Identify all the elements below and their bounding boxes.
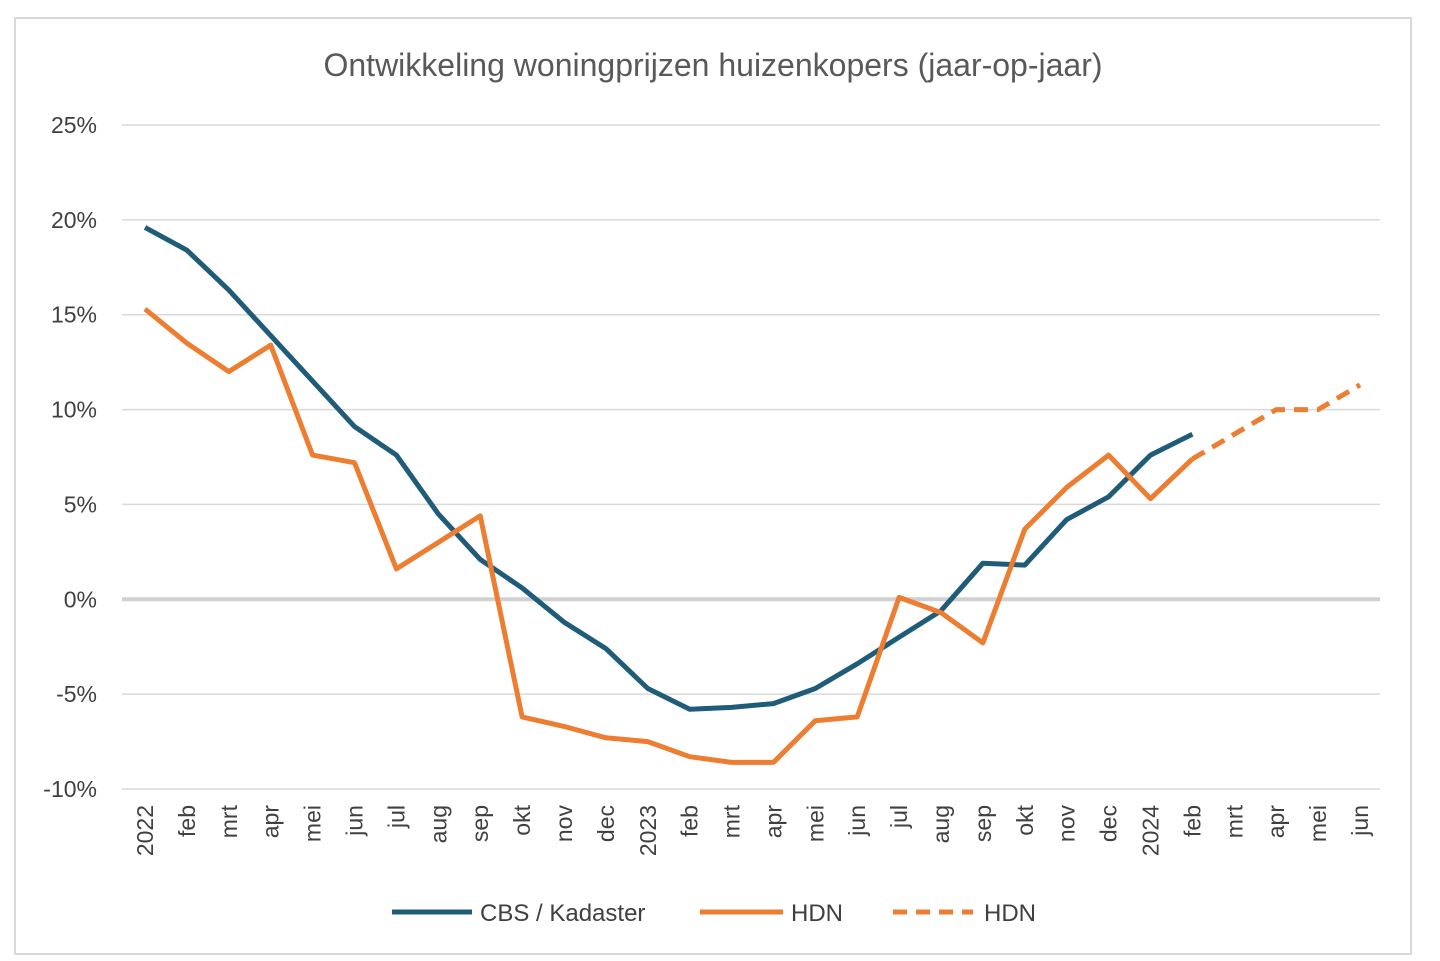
x-tick-label: dec (1096, 805, 1122, 842)
legend-label: HDN (791, 900, 843, 927)
legend-label: CBS / Kadaster (480, 900, 645, 927)
series-line-hdn (143, 307, 1195, 765)
chart-frame (14, 17, 1412, 955)
y-tick-label: 5% (64, 491, 97, 517)
x-tick-label: nov (551, 805, 577, 843)
y-tick-label: 15% (51, 302, 97, 328)
x-tick-label: feb (174, 805, 200, 837)
y-tick-label: 10% (51, 397, 97, 423)
x-tick-label: aug (425, 805, 451, 843)
x-tick-label: aug (928, 805, 954, 843)
x-tick-label: mei (802, 805, 828, 842)
x-tick-label: feb (1179, 805, 1205, 837)
x-tick-label: feb (677, 805, 703, 837)
x-tick-label: 2022 (132, 805, 158, 856)
gridlines (122, 124, 1380, 790)
series-line-cbs-kadaster (143, 225, 1194, 712)
y-tick-label: 0% (64, 586, 97, 612)
x-tick-label: jul (383, 805, 409, 829)
x-tick-label: nov (1054, 805, 1080, 843)
x-tick-label: mrt (719, 804, 745, 838)
x-tick-label: apr (258, 805, 284, 839)
x-tick-label: mei (1305, 805, 1331, 842)
x-tick-label: mei (300, 805, 326, 842)
y-tick-label: -5% (56, 681, 97, 707)
legend: CBS / Kadaster HDN HDN (392, 900, 1036, 927)
y-tick-label: 25% (51, 112, 97, 138)
x-tick-label: sep (467, 805, 493, 842)
chart-title: Ontwikkeling woningprijzen huizenkopers … (323, 47, 1102, 83)
series-lines (143, 225, 1362, 765)
series-line-hdn-forecast (1191, 382, 1362, 462)
x-tick-label: jun (1347, 805, 1373, 837)
x-tick-label: okt (509, 804, 535, 835)
x-tick-label: jun (341, 805, 367, 837)
x-tick-label: dec (593, 805, 619, 842)
legend-label: HDN (984, 900, 1036, 927)
x-axis-ticks: 2022 feb mrt apr mei jun jul aug sep okt nov dec 202… (132, 804, 1373, 856)
x-tick-label: jun (844, 805, 870, 837)
x-tick-label: apr (1263, 805, 1289, 839)
y-tick-label: 20% (51, 207, 97, 233)
x-tick-label: apr (760, 805, 786, 839)
x-tick-label: 2023 (635, 805, 661, 856)
x-tick-label: mrt (1221, 804, 1247, 838)
x-tick-label: sep (970, 805, 996, 842)
x-tick-label: jul (886, 805, 912, 829)
x-tick-label: 2024 (1138, 805, 1164, 856)
x-tick-label: mrt (216, 804, 242, 838)
x-tick-label: okt (1012, 804, 1038, 835)
y-axis-ticks: 25% 20% 15% 10% 5% 0% -5% -10% (43, 112, 97, 802)
y-tick-label: -10% (43, 776, 97, 802)
